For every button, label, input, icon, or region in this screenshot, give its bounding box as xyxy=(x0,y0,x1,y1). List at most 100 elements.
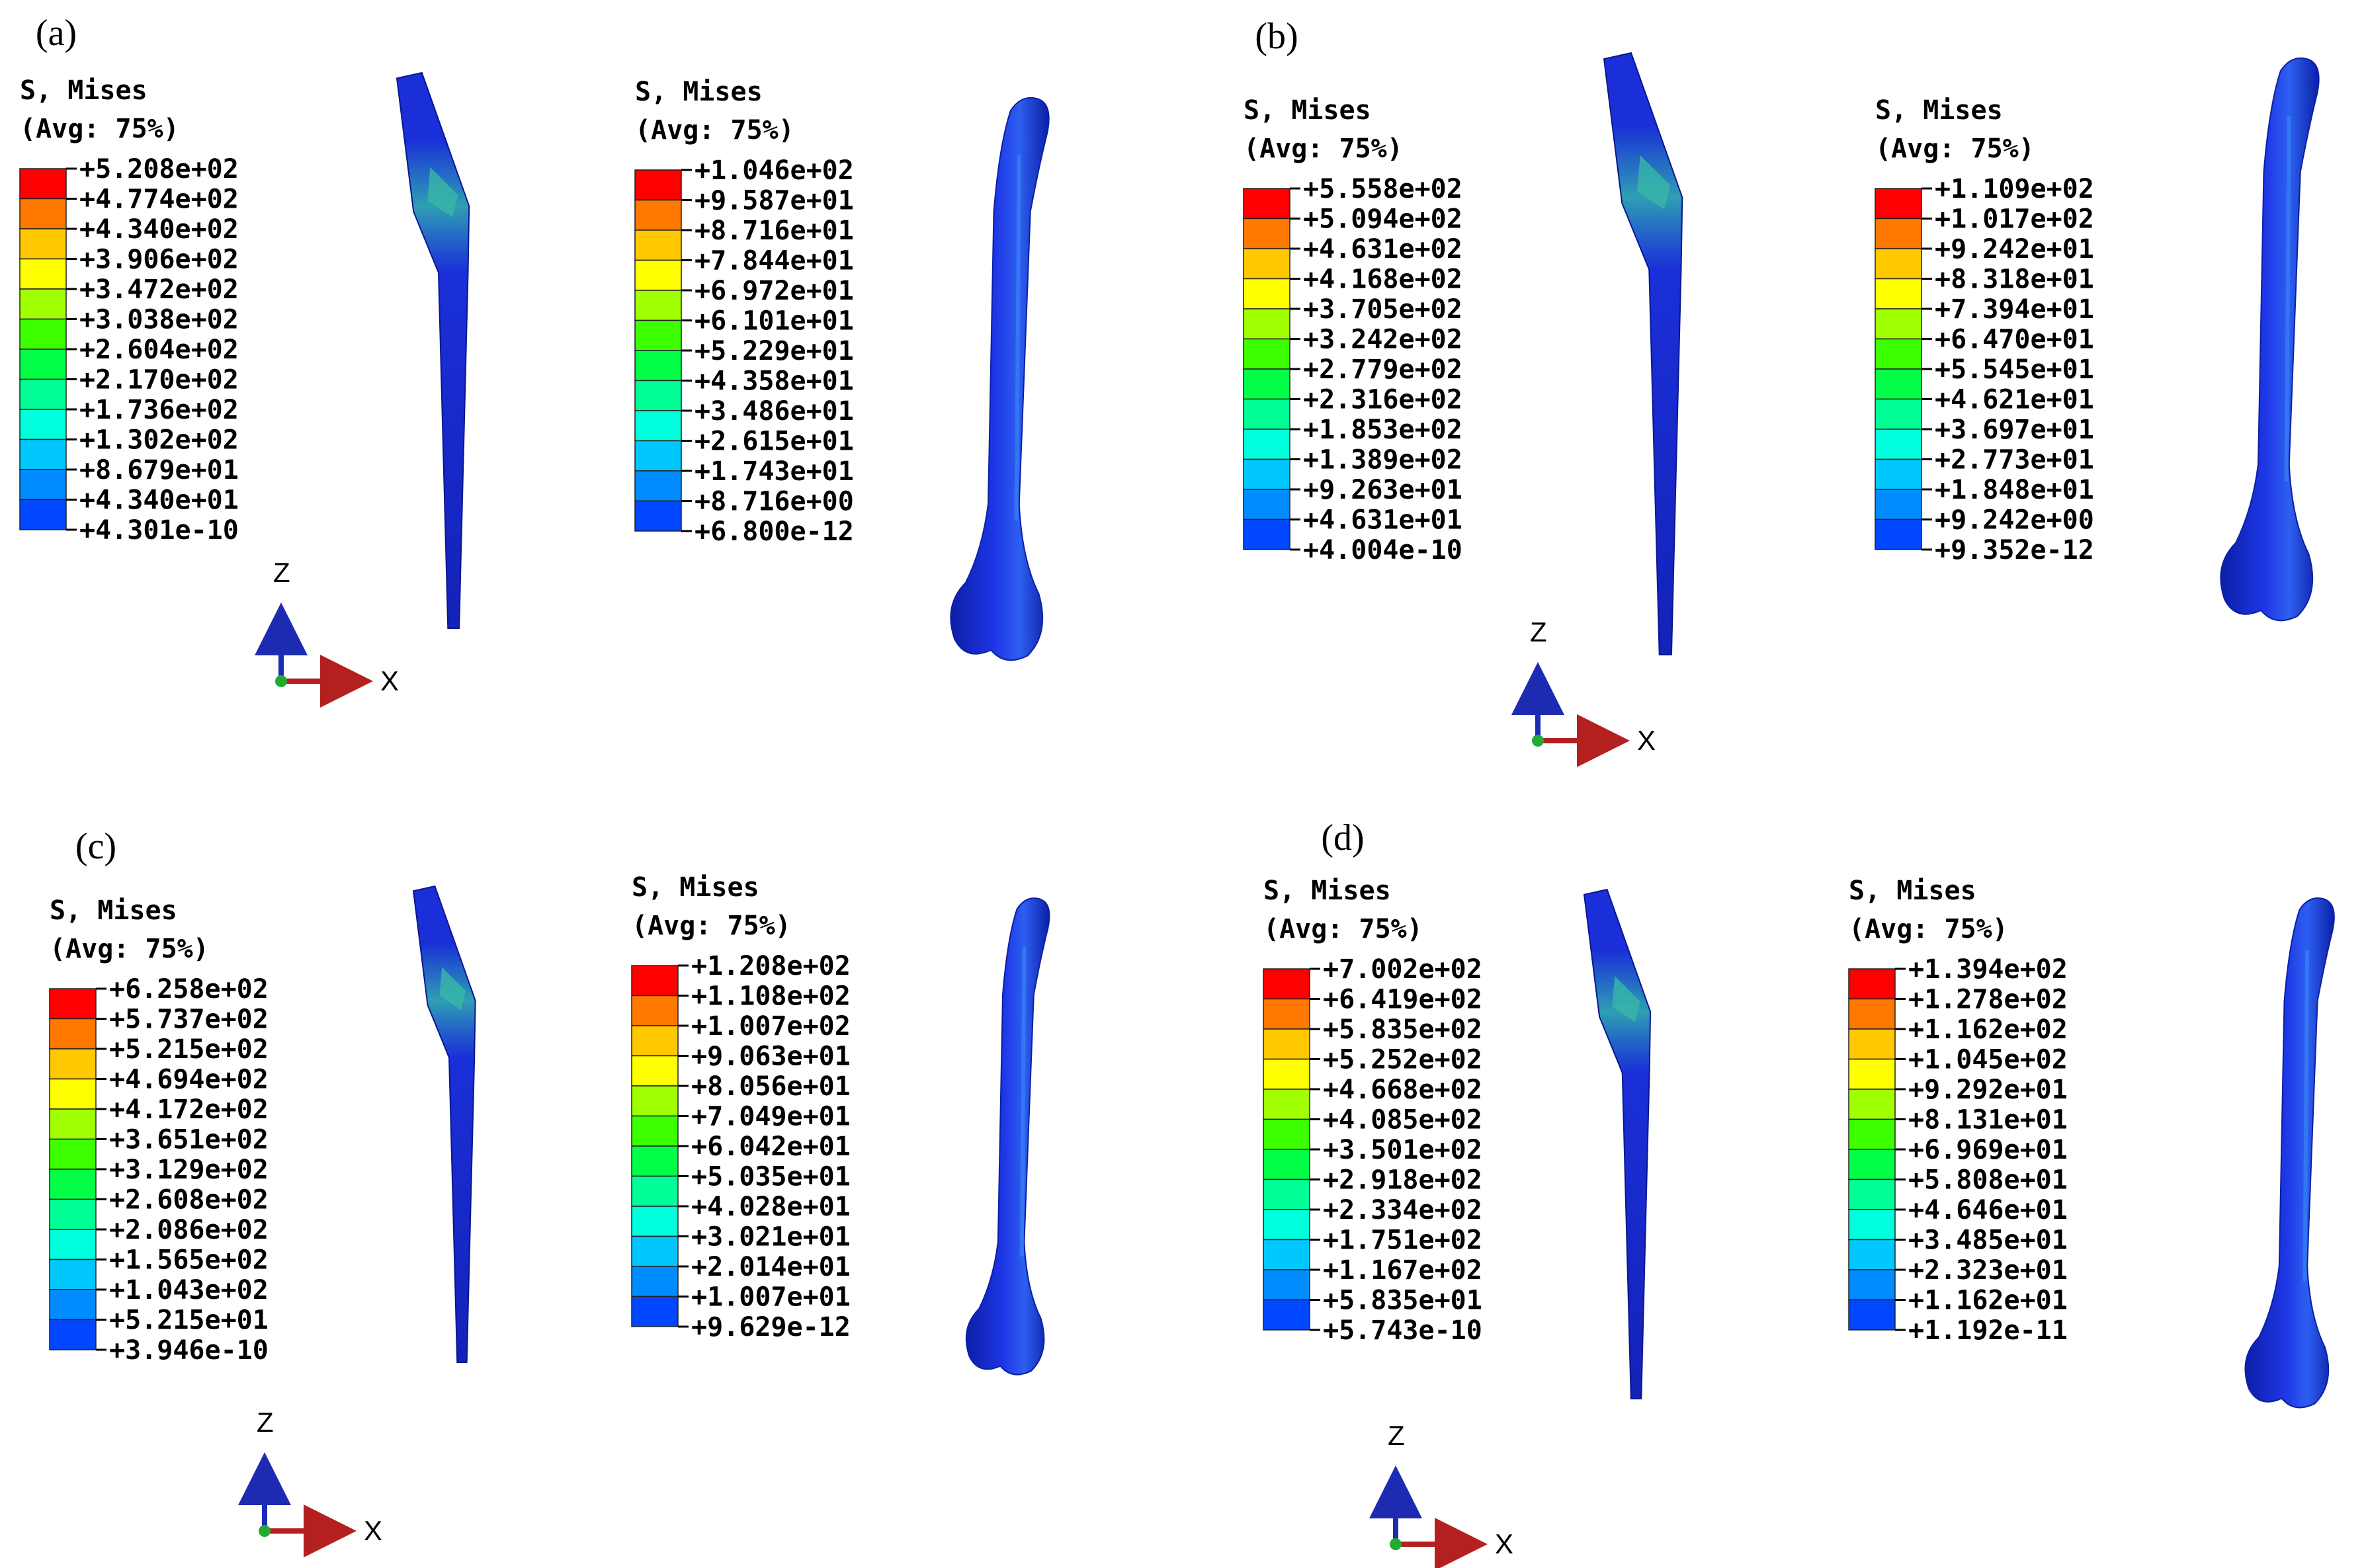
legend-color-swatch xyxy=(1875,308,1922,340)
legend-value: +5.737e+02 xyxy=(109,1005,269,1035)
legend-color-swatch xyxy=(19,318,67,350)
legend-color-swatch xyxy=(1875,248,1922,280)
x-axis-label: X xyxy=(1495,1528,1513,1559)
legend-value: +5.215e+01 xyxy=(109,1305,269,1336)
legend-color-swatch xyxy=(634,500,682,532)
legend-value: +1.743e+01 xyxy=(695,456,854,487)
legend-color-swatch xyxy=(1243,308,1290,340)
legend-color-swatch xyxy=(1875,218,1922,249)
axis-origin xyxy=(275,675,287,687)
legend-value: +8.056e+01 xyxy=(691,1071,851,1102)
legend-color-swatch xyxy=(1848,1028,1896,1060)
legend-color-swatch xyxy=(1243,338,1290,370)
legend-color-swatch xyxy=(1243,518,1290,550)
legend-color-swatch xyxy=(49,1259,97,1290)
legend-color-swatch xyxy=(1848,1299,1896,1331)
legend-value: +1.162e+02 xyxy=(1908,1014,2068,1045)
z-axis-label: Z xyxy=(1530,616,1547,647)
legend-value: +9.263e+01 xyxy=(1303,475,1462,505)
legend-title: S, Mises xyxy=(1263,876,1391,906)
legend-color-swatch xyxy=(631,1235,679,1267)
legend-value: +3.651e+02 xyxy=(109,1125,269,1155)
legend-value: +2.086e+02 xyxy=(109,1215,269,1245)
legend-color-swatch xyxy=(1243,429,1290,460)
legend-value: +4.631e+01 xyxy=(1303,505,1462,536)
legend-color-swatch xyxy=(1875,278,1922,309)
legend-color-swatch xyxy=(1263,1239,1310,1270)
legend-color-swatch xyxy=(634,319,682,351)
legend-color-swatch xyxy=(1263,1058,1310,1090)
legend-value: +1.736e+02 xyxy=(79,395,239,425)
legend-value: +4.340e+01 xyxy=(79,485,239,516)
legend-color-swatch xyxy=(634,259,682,291)
axis-origin xyxy=(259,1525,271,1537)
legend-title: S, Mises xyxy=(1244,95,1371,126)
legend-color-swatch xyxy=(1243,218,1290,249)
legend-value: +4.621e+01 xyxy=(1935,385,2094,415)
legend-color-swatch xyxy=(1875,489,1922,520)
legend-color-swatch xyxy=(19,469,67,501)
femur-shaft-highlight xyxy=(1014,155,1021,521)
legend-value: +1.853e+02 xyxy=(1303,415,1462,445)
legend-subtitle: (Avg: 75%) xyxy=(1849,914,2008,944)
legend-color-swatch xyxy=(1848,1178,1896,1210)
legend-value: +4.085e+02 xyxy=(1323,1105,1482,1135)
implant-stress-region xyxy=(439,967,466,1011)
implant-stem xyxy=(1603,52,1683,655)
legend-value: +1.007e+01 xyxy=(691,1282,851,1313)
legend-subtitle: (Avg: 75%) xyxy=(1875,134,2035,164)
legend-color-swatch xyxy=(631,1025,679,1057)
legend-color-swatch xyxy=(19,258,67,290)
implant-stem xyxy=(1583,888,1652,1399)
legend-subtitle: (Avg: 75%) xyxy=(1244,134,1403,164)
legend-value: +9.063e+01 xyxy=(691,1042,851,1072)
legend-title: S, Mises xyxy=(1875,95,2003,126)
legend-color-swatch xyxy=(1263,968,1310,1000)
legend-value: +5.835e+01 xyxy=(1323,1286,1482,1316)
legend-value: +8.716e+00 xyxy=(695,487,854,517)
legend-color-swatch xyxy=(631,1115,679,1147)
legend-color-swatch xyxy=(19,288,67,320)
legend-value: +5.808e+01 xyxy=(1908,1165,2068,1196)
panel-label: (c) xyxy=(75,826,116,867)
legend-value: +1.007e+02 xyxy=(691,1011,851,1042)
panel-label: (b) xyxy=(1255,16,1298,57)
legend-color-swatch xyxy=(631,1145,679,1177)
legend-value: +2.323e+01 xyxy=(1908,1255,2068,1286)
legend-color-swatch xyxy=(631,1296,679,1327)
legend-color-swatch xyxy=(634,380,682,411)
legend-color-swatch xyxy=(1848,1209,1896,1241)
legend-color-swatch xyxy=(634,410,682,442)
legend-color-swatch xyxy=(1243,188,1290,220)
panel-b: (b) S, Mises (Avg: 75%) +5.558e+02+5.094e+0… xyxy=(1243,16,2320,767)
axis-triad: ZX xyxy=(238,1407,382,1557)
legend-color-swatch xyxy=(1263,1089,1310,1120)
legend-color-swatch xyxy=(49,988,97,1020)
legend-color-swatch xyxy=(49,1289,97,1321)
legend-color-swatch xyxy=(49,1018,97,1050)
legend-color-swatch xyxy=(631,1175,679,1207)
legend-color-swatch xyxy=(631,1085,679,1117)
legend-color-swatch xyxy=(631,965,679,997)
z-axis-label: Z xyxy=(273,557,290,588)
legend-value: +1.162e+01 xyxy=(1908,1286,2068,1316)
legend-color-swatch xyxy=(19,409,67,440)
legend-title: S, Mises xyxy=(635,77,763,107)
legend-value: +1.045e+02 xyxy=(1908,1045,2068,1075)
legend-value: +4.168e+02 xyxy=(1303,265,1462,295)
legend-color-swatch xyxy=(19,438,67,470)
legend-subtitle: (Avg: 75%) xyxy=(1263,914,1423,944)
legend-color-swatch xyxy=(634,169,682,201)
legend-color-swatch xyxy=(1263,1118,1310,1150)
axis-triad: ZX xyxy=(1511,616,1656,767)
panel-d: (d) S, Mises (Avg: 75%) +7.002e+02+6.419e+0… xyxy=(1263,817,2335,1568)
legend-value: +1.565e+02 xyxy=(109,1245,269,1276)
legend-value: +3.038e+02 xyxy=(79,305,239,335)
legend-color-swatch xyxy=(49,1169,97,1200)
legend-value: +1.109e+02 xyxy=(1935,174,2094,204)
legend-value: +5.094e+02 xyxy=(1303,204,1462,235)
legend-value: +4.004e-10 xyxy=(1303,535,1462,565)
legend-value: +3.946e-10 xyxy=(109,1335,269,1366)
femur-bone xyxy=(2220,57,2320,622)
stress-legend: S, Mises(Avg: 75%)+5.558e+02+5.094e+02+4… xyxy=(1243,95,1462,565)
